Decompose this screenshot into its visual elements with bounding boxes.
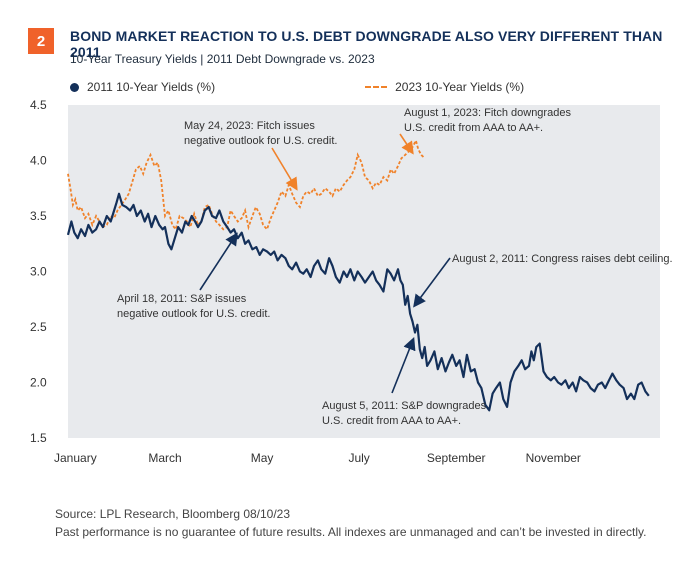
y-tick-label: 2.5	[30, 320, 47, 334]
y-tick-label: 3.0	[30, 265, 47, 279]
x-tick-label: May	[251, 451, 274, 465]
x-tick-label: July	[348, 451, 369, 465]
source-note: Source: LPL Research, Bloomberg 08/10/23	[55, 507, 291, 521]
annotation-may-2023: May 24, 2023: Fitch issues negative outlo…	[184, 120, 337, 147]
x-axis: January March May July September November	[54, 451, 581, 465]
series-2023-line	[67, 138, 426, 232]
arrow-aug-2023	[399, 133, 414, 155]
legend-marker-2011	[70, 82, 79, 92]
legend-marker-2023	[365, 86, 388, 88]
y-tick-label: 3.5	[30, 209, 47, 223]
chart-subtitle: 10-Year Treasury Yields | 2011 Debt Down…	[70, 52, 375, 66]
legend: 2011 10-Year Yields (%) 2023 10-Year Yie…	[70, 80, 674, 94]
arrow-aug5-2011	[391, 337, 416, 394]
y-axis: 1.5 2.0 2.5 3.0 3.5 4.0 4.5	[30, 98, 47, 445]
annotation-arrows	[199, 133, 451, 394]
y-tick-label: 1.5	[30, 431, 47, 445]
annotation-aug2-2011: August 2, 2011: Congress raises debt cei…	[452, 253, 673, 265]
series-layer	[66, 138, 650, 412]
x-tick-label: November	[526, 451, 581, 465]
x-tick-label: January	[54, 451, 97, 465]
series-2011-line	[66, 192, 650, 412]
y-tick-label: 4.0	[30, 154, 47, 168]
figure-number-badge: 2	[28, 28, 54, 54]
annotation-apr-2011: April 18, 2011: S&P issues negative outlo…	[117, 293, 270, 320]
legend-label-2011: 2011 10-Year Yields (%)	[87, 80, 216, 94]
chart-title: BOND MARKET REACTION TO U.S. DEBT DOWNGR…	[70, 28, 663, 60]
legend-label-2023: 2023 10-Year Yields (%)	[395, 80, 525, 94]
annotations: May 24, 2023: Fitch issues negative outlo…	[117, 107, 673, 427]
y-tick-label: 4.5	[30, 98, 47, 112]
x-tick-label: March	[148, 451, 181, 465]
arrow-aug2-2011	[413, 257, 451, 308]
annotation-aug5-2011: August 5, 2011: S&P downgrades U.S. credi…	[322, 400, 487, 427]
y-tick-label: 2.0	[30, 376, 47, 390]
plot-area	[68, 105, 660, 438]
legend-item-2011: 2011 10-Year Yields (%)	[70, 80, 215, 94]
annotation-aug1-2023: August 1, 2023: Fitch downgrades U.S. cre…	[404, 107, 571, 134]
legend-item-2023: 2023 10-Year Yields (%)	[365, 80, 524, 94]
arrow-may-2023	[271, 147, 298, 191]
x-tick-label: September	[427, 451, 486, 465]
arrow-apr-2011	[199, 232, 238, 291]
disclaimer: Past performance is no guarantee of futu…	[55, 525, 647, 539]
